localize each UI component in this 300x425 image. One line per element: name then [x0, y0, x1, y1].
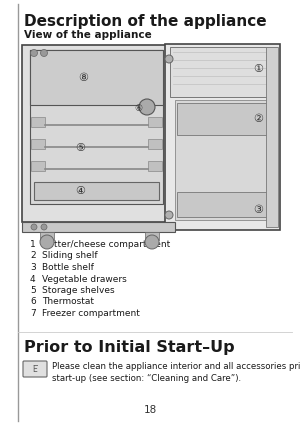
Text: Please clean the appliance interior and all accessories prior to initial: Please clean the appliance interior and … — [52, 362, 300, 371]
Bar — [22, 222, 175, 232]
Bar — [177, 192, 270, 217]
Bar — [22, 45, 175, 222]
Bar — [148, 161, 162, 171]
Text: Thermostat: Thermostat — [42, 298, 94, 306]
Circle shape — [139, 99, 155, 115]
Circle shape — [31, 224, 37, 230]
Circle shape — [40, 235, 54, 249]
Text: 3: 3 — [30, 263, 36, 272]
Text: Bottle shelf: Bottle shelf — [42, 263, 94, 272]
Text: Prior to Initial Start–Up: Prior to Initial Start–Up — [24, 340, 235, 355]
Text: ③: ③ — [253, 205, 263, 215]
Text: ⑧: ⑧ — [78, 73, 88, 82]
Text: ②: ② — [253, 114, 263, 124]
Text: Sliding shelf: Sliding shelf — [42, 252, 98, 261]
Text: Freezer compartment: Freezer compartment — [42, 309, 140, 318]
Bar — [31, 161, 45, 171]
Bar — [148, 117, 162, 127]
Bar — [34, 182, 159, 200]
Bar — [40, 232, 54, 240]
Circle shape — [165, 211, 173, 219]
Text: 18: 18 — [143, 405, 157, 415]
Text: E̅̅: E̅̅ — [33, 365, 38, 374]
Circle shape — [165, 55, 173, 63]
Bar — [177, 103, 270, 135]
Text: ⑤: ⑤ — [76, 143, 85, 153]
Text: Vegetable drawers: Vegetable drawers — [42, 275, 127, 283]
Text: Description of the appliance: Description of the appliance — [24, 14, 267, 29]
Text: 2: 2 — [30, 252, 36, 261]
Circle shape — [145, 235, 159, 249]
Text: 4: 4 — [30, 275, 36, 283]
Bar — [31, 139, 45, 149]
Text: ④: ④ — [76, 186, 85, 196]
Text: ①: ① — [253, 64, 263, 74]
Text: Storage shelves: Storage shelves — [42, 286, 115, 295]
Bar — [31, 117, 45, 127]
Bar — [148, 139, 162, 149]
Bar — [266, 47, 278, 227]
Text: Butter/cheese compartment: Butter/cheese compartment — [42, 240, 170, 249]
Text: start-up (see section: “Cleaning and Care”).: start-up (see section: “Cleaning and Car… — [52, 374, 241, 383]
Text: 6: 6 — [30, 298, 36, 306]
Circle shape — [40, 49, 47, 57]
Text: 1: 1 — [30, 240, 36, 249]
Bar — [145, 232, 159, 240]
Text: ⑥: ⑥ — [134, 104, 142, 113]
Circle shape — [31, 49, 38, 57]
Bar — [165, 44, 280, 230]
Bar — [175, 100, 272, 220]
Bar — [30, 50, 163, 105]
Text: 5: 5 — [30, 286, 36, 295]
Bar — [30, 50, 163, 204]
Text: 7: 7 — [30, 309, 36, 318]
FancyBboxPatch shape — [23, 361, 47, 377]
Bar — [170, 47, 277, 97]
Circle shape — [41, 224, 47, 230]
Text: View of the appliance: View of the appliance — [24, 30, 152, 40]
